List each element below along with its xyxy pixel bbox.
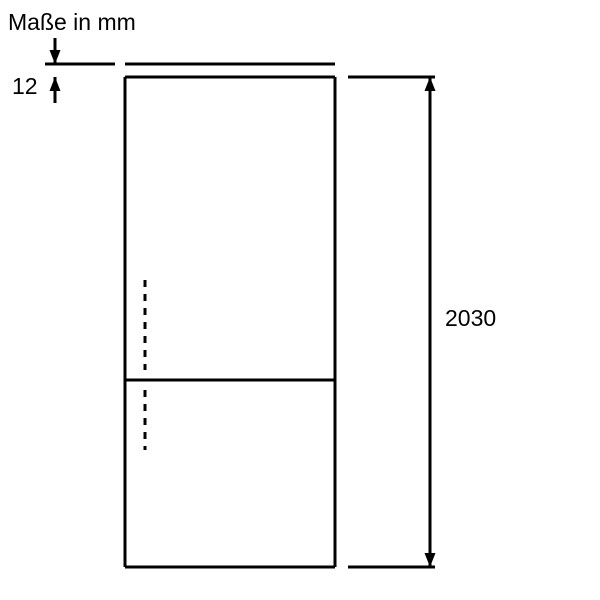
technical-drawing [0,0,600,600]
